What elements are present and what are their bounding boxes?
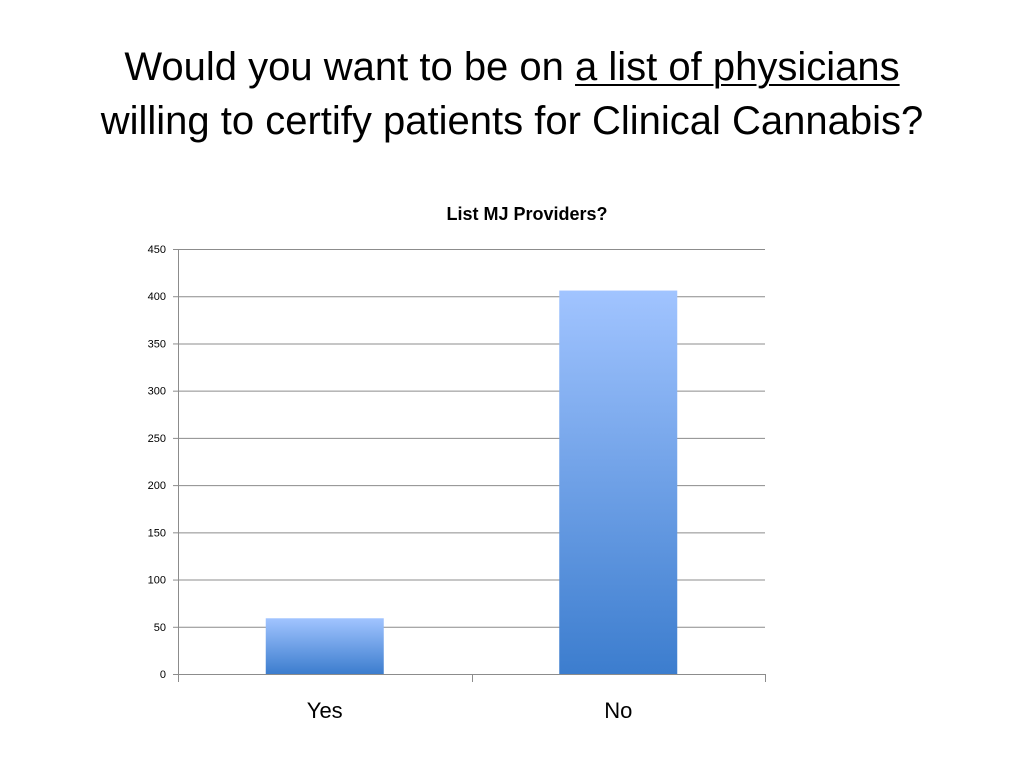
y-tick-label: 300: [148, 386, 166, 398]
y-tick-label: 50: [154, 622, 166, 634]
slide-title: Would you want to be on a list of physic…: [0, 40, 1024, 148]
y-tick-label: 150: [148, 527, 166, 539]
slide-title-part1: Would you want to be on: [124, 45, 576, 89]
axes: [173, 249, 766, 682]
y-tick-label: 400: [148, 291, 166, 303]
slide-title-underlined: a list of physicians: [575, 45, 900, 89]
x-tick-label-yes: Yes: [307, 698, 343, 723]
tick-labels: 0 50 100 150 200 250 300 350 400 450 Yes No: [148, 244, 633, 723]
y-tick-label: 100: [148, 575, 166, 587]
chart-title: List MJ Providers?: [446, 204, 607, 224]
y-tick-label: 350: [148, 338, 166, 350]
y-tick-label: 450: [148, 244, 166, 256]
x-tick-label-no: No: [604, 698, 632, 723]
y-tick-label: 0: [160, 669, 166, 681]
bar-no: [559, 290, 678, 674]
bar-yes: [265, 618, 384, 674]
y-tick-label: 200: [148, 480, 166, 492]
y-tick-label: 250: [148, 433, 166, 445]
slide-title-part2: willing to certify patients for Clinical…: [100, 99, 924, 143]
bars: [265, 290, 678, 674]
